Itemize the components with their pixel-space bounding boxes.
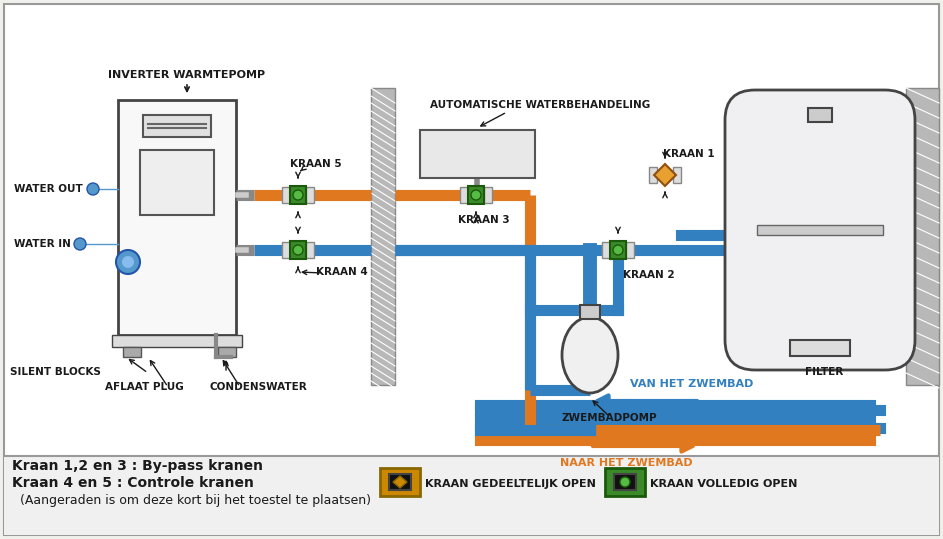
- Bar: [290, 186, 306, 204]
- Text: KRAAN 4: KRAAN 4: [316, 267, 368, 277]
- Text: SILENT BLOCKS: SILENT BLOCKS: [10, 367, 101, 377]
- Circle shape: [293, 245, 303, 255]
- Circle shape: [620, 477, 630, 487]
- Bar: [371, 88, 395, 385]
- Bar: [380, 468, 420, 496]
- Text: (Aangeraden is om deze kort bij het toestel te plaatsen): (Aangeraden is om deze kort bij het toes…: [12, 494, 371, 507]
- Text: VAN HET ZWEMBAD: VAN HET ZWEMBAD: [630, 379, 753, 389]
- Text: NAAR HET ZWEMBAD: NAAR HET ZWEMBAD: [560, 458, 692, 468]
- Bar: [306, 187, 314, 203]
- Circle shape: [293, 190, 303, 200]
- Bar: [610, 241, 626, 259]
- Circle shape: [87, 183, 99, 195]
- Bar: [580, 305, 600, 319]
- Text: AFLAAT PLUG: AFLAAT PLUG: [105, 382, 184, 392]
- Bar: [484, 187, 492, 203]
- Bar: [218, 347, 236, 357]
- FancyBboxPatch shape: [725, 90, 915, 370]
- Text: WATER IN: WATER IN: [14, 239, 71, 249]
- Bar: [614, 474, 636, 490]
- Text: ZWEMBADPOMP: ZWEMBADPOMP: [562, 413, 657, 423]
- Text: KRAAN GEDEELTELIJK OPEN: KRAAN GEDEELTELIJK OPEN: [425, 479, 596, 489]
- Polygon shape: [393, 476, 407, 488]
- Circle shape: [613, 245, 623, 255]
- Text: KRAAN 2: KRAAN 2: [623, 270, 674, 280]
- Text: Kraan 4 en 5 : Controle kranen: Kraan 4 en 5 : Controle kranen: [12, 476, 254, 490]
- Bar: [906, 88, 939, 385]
- Bar: [118, 100, 236, 335]
- Bar: [306, 242, 314, 258]
- Circle shape: [122, 256, 134, 268]
- Text: CONDENSWATER: CONDENSWATER: [210, 382, 307, 392]
- Text: INVERTER WARMTEPOMP: INVERTER WARMTEPOMP: [108, 70, 265, 80]
- Bar: [140, 150, 214, 215]
- Bar: [757, 225, 883, 235]
- Text: KRAAN VOLLEDIG OPEN: KRAAN VOLLEDIG OPEN: [650, 479, 798, 489]
- Text: Kraan 1,2 en 3 : By-pass kranen: Kraan 1,2 en 3 : By-pass kranen: [12, 459, 263, 473]
- Polygon shape: [654, 164, 676, 186]
- Bar: [112, 335, 242, 347]
- Bar: [673, 167, 681, 183]
- Bar: [143, 115, 211, 137]
- Text: KRAAN 1: KRAAN 1: [663, 149, 715, 159]
- Circle shape: [116, 250, 140, 274]
- Circle shape: [471, 190, 481, 200]
- Bar: [808, 108, 832, 122]
- Bar: [649, 167, 657, 183]
- Text: FILTER: FILTER: [805, 367, 843, 377]
- Ellipse shape: [562, 317, 618, 393]
- Text: KRAAN 5: KRAAN 5: [290, 159, 341, 169]
- Text: AUTOMATISCHE WATERBEHANDELING: AUTOMATISCHE WATERBEHANDELING: [430, 100, 651, 110]
- Bar: [602, 242, 610, 258]
- Bar: [282, 242, 290, 258]
- Bar: [290, 241, 306, 259]
- Bar: [4, 456, 939, 535]
- Text: WATER OUT: WATER OUT: [14, 184, 83, 194]
- Bar: [282, 187, 290, 203]
- Bar: [420, 130, 535, 178]
- Bar: [605, 468, 645, 496]
- Text: KRAAN 3: KRAAN 3: [458, 215, 509, 225]
- Bar: [460, 187, 468, 203]
- Bar: [389, 474, 411, 490]
- Bar: [626, 242, 634, 258]
- Bar: [123, 347, 141, 357]
- Circle shape: [74, 238, 86, 250]
- Bar: [468, 186, 484, 204]
- Bar: [790, 340, 850, 356]
